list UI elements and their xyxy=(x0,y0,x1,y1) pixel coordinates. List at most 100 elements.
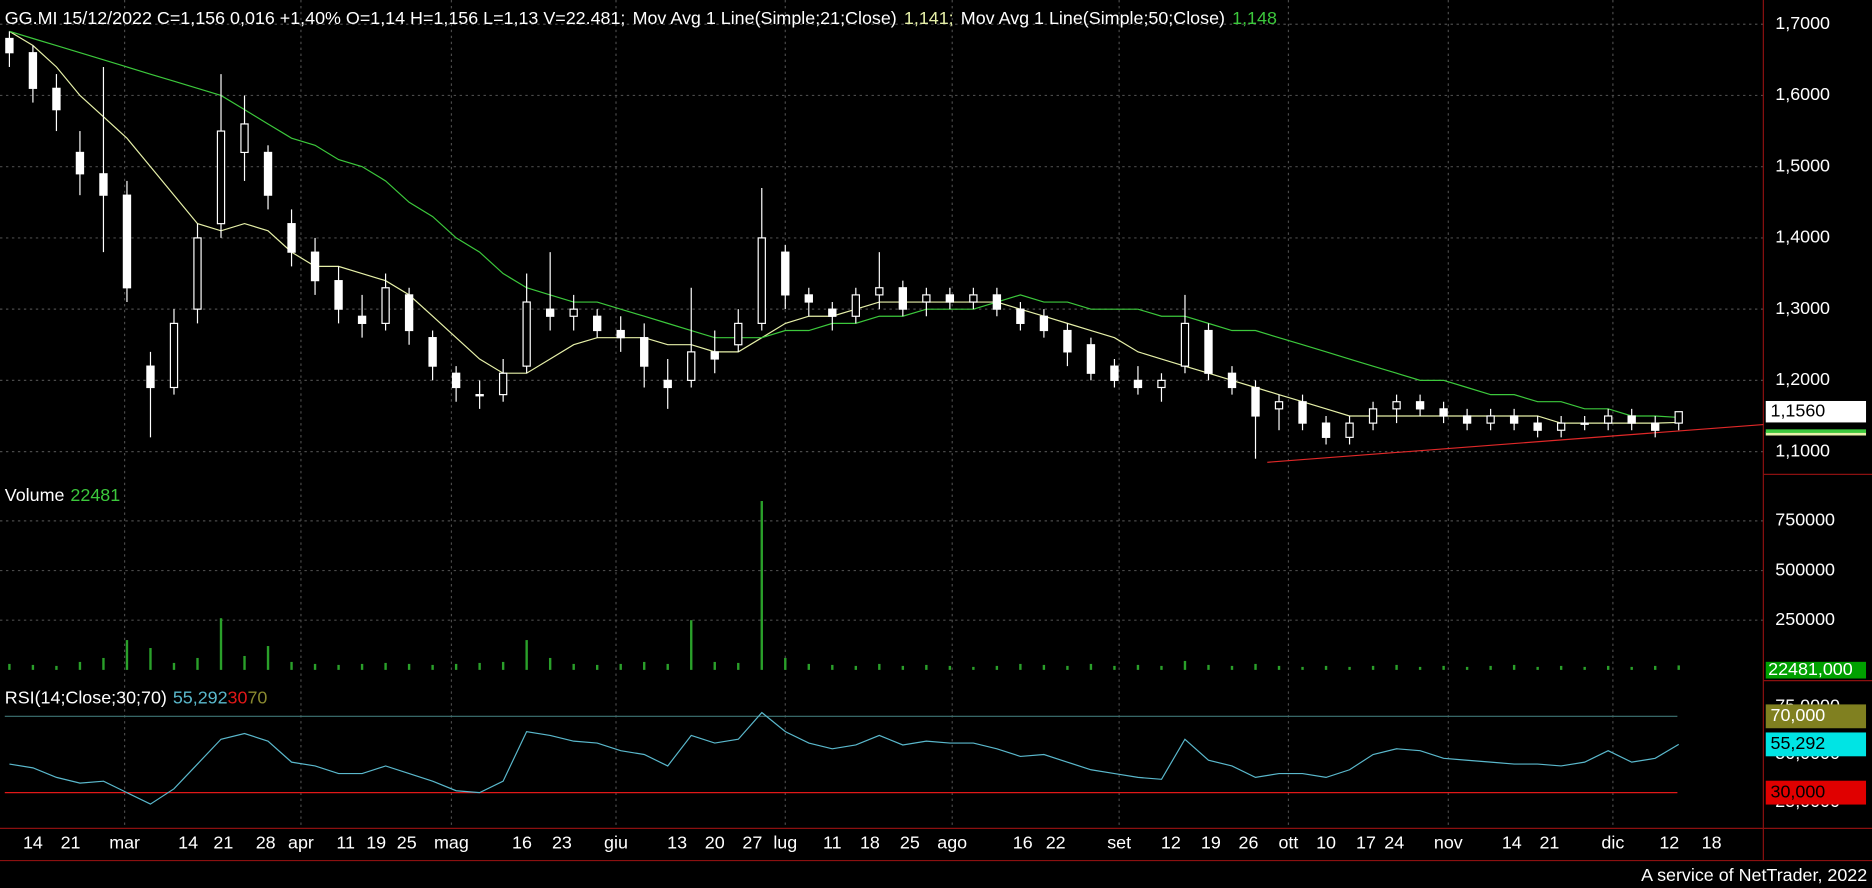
volume-bar xyxy=(901,665,905,670)
volume-bar xyxy=(1348,666,1351,670)
x-tick-label: 13 xyxy=(667,833,687,853)
candle-body xyxy=(1016,308,1025,324)
candle-body xyxy=(922,294,931,303)
candle-body xyxy=(404,294,414,332)
candle-body xyxy=(687,351,696,381)
volume-bar xyxy=(196,657,199,670)
volume-bar xyxy=(854,665,858,670)
volume-bar xyxy=(8,663,11,670)
candle-body xyxy=(1110,365,1119,381)
x-tick-label: 10 xyxy=(1316,833,1336,853)
rsi-level-label: 70 xyxy=(247,687,267,707)
x-tick-label: mag xyxy=(434,833,469,853)
volume-bar xyxy=(643,661,646,670)
volume-bar xyxy=(1066,665,1069,670)
candle-body xyxy=(1039,315,1049,332)
plot-layer: 1,1000 1,2000 1,3000 1,4000 1,5000 1,6000 1,70… xyxy=(0,0,1872,862)
candle-body xyxy=(804,294,813,303)
volume-bar xyxy=(55,665,58,670)
candle-body xyxy=(1674,411,1683,424)
candle-body xyxy=(498,372,508,396)
volume-bar xyxy=(501,661,505,670)
last-price-box xyxy=(1765,400,1867,423)
x-tick-label: 22 xyxy=(1046,833,1066,853)
candle-body xyxy=(1321,422,1331,438)
candle-body xyxy=(1392,401,1401,410)
x-tick-label: 11 xyxy=(823,833,842,853)
candle-body xyxy=(1415,401,1425,410)
candle-body xyxy=(1651,422,1660,431)
candle-body xyxy=(334,280,343,310)
volume-bar xyxy=(548,657,552,670)
rsi-axis-box xyxy=(1765,780,1867,805)
x-tick-label: 21 xyxy=(1539,833,1559,853)
x-tick-label: 19 xyxy=(1201,833,1221,853)
last-price-label: 1,1560 xyxy=(1771,400,1826,420)
candle-body xyxy=(616,329,625,339)
y-tick-label: 250000 xyxy=(1775,609,1835,629)
candle-body xyxy=(1486,415,1495,424)
panel-title: RSI(14;Close;30;70) 55,2923070 xyxy=(5,687,268,707)
volume-bar xyxy=(1136,664,1140,670)
x-tick-label: 18 xyxy=(1702,833,1722,853)
x-tick-label: ott xyxy=(1278,833,1298,853)
candle-body xyxy=(1251,386,1260,417)
candle-body xyxy=(945,294,955,303)
volume-bar xyxy=(360,663,364,670)
volume-bar xyxy=(784,657,787,670)
candle-body xyxy=(545,308,555,317)
candle-body xyxy=(1180,322,1190,367)
volume-bar xyxy=(995,665,999,670)
y-tick-label: 1,2000 xyxy=(1775,369,1830,389)
candle-body xyxy=(357,315,367,324)
x-tick-label: 14 xyxy=(23,833,43,853)
rsi-axis-label: 70,000 xyxy=(1771,705,1826,725)
legend-entry: Mov Avg 1 Line(Simple;50;Close) xyxy=(961,8,1225,28)
volume-bar xyxy=(313,663,317,670)
candle-body xyxy=(710,351,719,360)
volume-bar xyxy=(1113,665,1116,670)
volume-bar xyxy=(431,664,434,670)
candle-body xyxy=(1509,415,1519,424)
volume-bar xyxy=(1677,665,1680,670)
candle-body xyxy=(169,322,179,389)
candle-body xyxy=(992,294,1002,310)
candle-body xyxy=(1298,401,1307,424)
candle-body xyxy=(1274,401,1284,410)
candle-body xyxy=(1368,408,1378,424)
volume-bar xyxy=(1442,665,1445,670)
candle-body xyxy=(1157,379,1166,389)
moving-average xyxy=(9,30,1679,419)
y-tick-label: 1,7000 xyxy=(1775,13,1830,33)
x-tick-label: 21 xyxy=(61,833,81,853)
volume-bar xyxy=(1324,665,1328,670)
volume-bar xyxy=(1042,664,1046,670)
x-tick-label: mar xyxy=(109,833,140,853)
candle-body xyxy=(193,237,202,310)
volume-bar xyxy=(478,662,481,670)
x-tick-label: 23 xyxy=(552,833,572,853)
x-tick-label: set xyxy=(1107,833,1131,853)
candle-body xyxy=(428,337,437,367)
rsi-level-label: 30 xyxy=(228,687,248,707)
candle-body xyxy=(522,301,531,367)
panel-title: Volume 22481 xyxy=(5,485,120,505)
candle-body xyxy=(1627,415,1636,424)
volume-bar xyxy=(972,666,975,670)
volume-bar xyxy=(1230,665,1234,670)
candle-body xyxy=(5,37,14,54)
volume-bar xyxy=(1606,665,1610,670)
x-tick-label: 24 xyxy=(1384,833,1404,853)
candle-body xyxy=(216,130,226,225)
candle-body xyxy=(593,315,602,332)
candle-body xyxy=(734,322,743,346)
volume-bar xyxy=(619,663,622,670)
volume-bar xyxy=(149,648,152,670)
volume-bar xyxy=(454,663,458,670)
candle-body xyxy=(1439,408,1448,417)
candle-body xyxy=(75,151,85,175)
x-tick-label: 27 xyxy=(742,833,762,853)
candle-body xyxy=(1556,422,1566,431)
